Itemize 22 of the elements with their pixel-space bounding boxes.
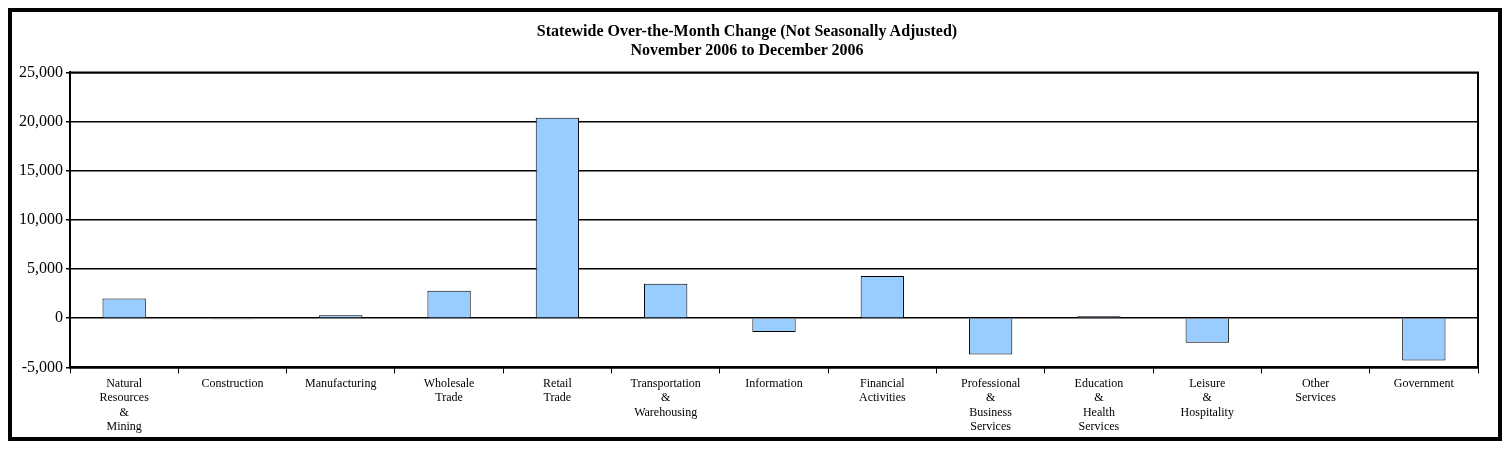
y-tick-label: 20,000 xyxy=(19,111,63,129)
y-tick-label: 15,000 xyxy=(19,160,63,178)
x-tick-label: Government xyxy=(1393,375,1455,390)
x-tick-label: Education & Health Services xyxy=(1074,375,1124,433)
x-tick-label: Construction xyxy=(201,375,264,390)
chart-subtitle: November 2006 to December 2006 xyxy=(630,40,864,58)
x-tick-label: Retail Trade xyxy=(543,375,573,405)
x-tick-label: Financial Activities xyxy=(858,375,906,405)
x-tick-label: Leisure & Hospitality xyxy=(1180,375,1234,419)
x-tick-label: Natural Resources & Mining xyxy=(99,375,150,433)
x-tick-label: Wholesale Trade xyxy=(423,375,475,405)
x-tick-label: Other Services xyxy=(1295,375,1337,405)
y-tick-label: 0 xyxy=(55,308,63,326)
x-tick-label: Professional & Business Services xyxy=(960,375,1021,433)
x-tick-label: Manufacturing xyxy=(305,375,377,390)
x-tick-label: Information xyxy=(745,375,803,390)
chart-title: Statewide Over-the-Month Change (Not Seasonally Adjusted) xyxy=(536,21,958,40)
x-tick-label: Transportation & Warehousing xyxy=(630,375,701,419)
y-tick-label: -5,000 xyxy=(21,357,63,375)
y-tick-label: 10,000 xyxy=(19,210,63,228)
y-tick-label: 5,000 xyxy=(27,259,63,277)
y-tick-label: 25,000 xyxy=(19,62,63,80)
